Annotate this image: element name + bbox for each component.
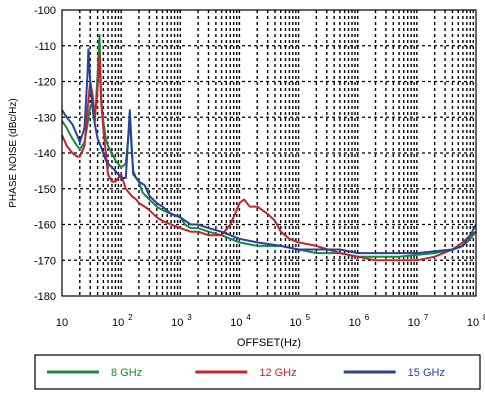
y-tick-label: -110 xyxy=(35,41,56,53)
x-tick-exponent: 2 xyxy=(128,313,133,322)
x-tick-exponent: 6 xyxy=(365,313,370,322)
y-tick-label: -100 xyxy=(34,5,56,17)
x-axis-label: OFFSET(Hz) xyxy=(237,337,301,349)
x-tick-label: 10 xyxy=(467,317,479,329)
x-tick-labels: 10 10 2 10 3 10 4 10 5 10 6 10 7 10 8 xyxy=(56,313,485,329)
x-tick-label: 10 xyxy=(230,317,242,329)
y-tick-label: -120 xyxy=(34,77,56,89)
x-tick-label: 10 xyxy=(171,317,183,329)
plot-frame xyxy=(61,9,477,297)
x-tick-exponent: 3 xyxy=(187,313,192,322)
x-tick-label: 10 xyxy=(112,317,124,329)
y-tick-labels: -100 -110 -120 -130 -140 -150 -160 -170 -180 xyxy=(34,5,56,303)
x-tick-label: 10 xyxy=(56,317,68,329)
legend-label: 8 GHz xyxy=(111,367,142,379)
x-tick-exponent: 5 xyxy=(306,313,311,322)
x-tick-exponent: 4 xyxy=(246,313,251,322)
series-line-8-ghz xyxy=(61,34,477,258)
y-tick-label: -150 xyxy=(34,184,56,196)
legend: 8 GHz 12 GHz 15 GHz xyxy=(34,354,481,390)
x-tick-label: 10 xyxy=(289,317,301,329)
series-line-15-ghz xyxy=(61,48,477,255)
y-tick-label: -140 xyxy=(34,148,56,160)
x-tick-label: 10 xyxy=(408,317,420,329)
y-tick-label: -180 xyxy=(34,291,56,303)
series-layer xyxy=(61,34,477,262)
x-tick-exponent: 7 xyxy=(424,313,429,322)
x-tick-exponent: 8 xyxy=(483,313,485,322)
legend-label: 12 GHz xyxy=(259,367,296,379)
series-line-12-ghz xyxy=(61,51,477,262)
legend-box xyxy=(34,354,481,390)
legend-label: 15 GHz xyxy=(408,367,445,379)
y-tick-label: -170 xyxy=(34,255,56,267)
y-tick-label: -160 xyxy=(34,220,56,232)
y-tick-label: -130 xyxy=(34,112,56,124)
x-tick-label: 10 xyxy=(349,317,361,329)
y-axis-label: PHASE NOISE (dBc/Hz) xyxy=(8,98,19,207)
